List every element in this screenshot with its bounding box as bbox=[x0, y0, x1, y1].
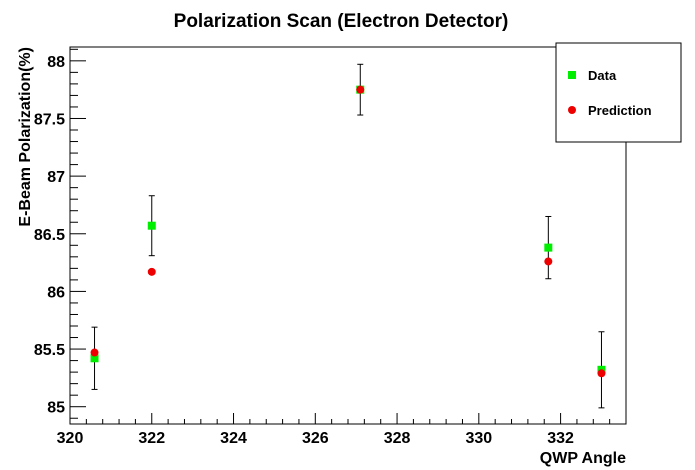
data-point-marker bbox=[544, 243, 553, 252]
prediction-point-marker bbox=[544, 257, 553, 266]
x-tick-label: 332 bbox=[547, 430, 574, 447]
chart-title: Polarization Scan (Electron Detector) bbox=[174, 11, 509, 32]
x-tick-label: 324 bbox=[220, 430, 247, 447]
y-tick-label: 87 bbox=[47, 169, 65, 186]
legend-box bbox=[555, 42, 682, 143]
y-axis-label: E-Beam Polarization(%) bbox=[17, 47, 34, 227]
legend-marker-data bbox=[568, 71, 576, 79]
prediction-point-marker bbox=[90, 348, 99, 357]
y-tick-label: 86 bbox=[47, 284, 65, 301]
y-tick-label: 85.5 bbox=[34, 342, 65, 359]
legend-label: Prediction bbox=[588, 103, 652, 118]
data-point-marker bbox=[90, 354, 99, 363]
legend-marker-prediction bbox=[568, 106, 576, 114]
data-markers bbox=[90, 85, 606, 378]
prediction-point-marker bbox=[147, 267, 156, 276]
y-axis-ticks: 85 85.5 86 86.5 87 87.5 88 bbox=[34, 48, 86, 419]
y-tick-label: 88 bbox=[47, 54, 65, 71]
legend-label: Data bbox=[588, 68, 617, 83]
plot-frame bbox=[69, 46, 627, 425]
data-point-marker bbox=[147, 221, 156, 230]
error-bars bbox=[91, 63, 605, 409]
prediction-point-marker bbox=[597, 369, 606, 378]
x-axis-label: QWP Angle bbox=[540, 450, 626, 467]
x-tick-label: 322 bbox=[138, 430, 165, 447]
y-tick-label: 85 bbox=[47, 400, 65, 417]
legend: Data Prediction bbox=[555, 42, 682, 143]
x-tick-label: 326 bbox=[302, 430, 329, 447]
y-tick-label: 86.5 bbox=[34, 227, 65, 244]
x-axis-ticks: 320 322 324 326 328 330 332 bbox=[57, 413, 627, 447]
prediction-point-marker bbox=[356, 85, 365, 94]
x-tick-label: 330 bbox=[465, 430, 492, 447]
x-tick-label: 320 bbox=[57, 430, 84, 447]
x-tick-label: 328 bbox=[384, 430, 411, 447]
y-tick-label: 87.5 bbox=[34, 111, 65, 128]
